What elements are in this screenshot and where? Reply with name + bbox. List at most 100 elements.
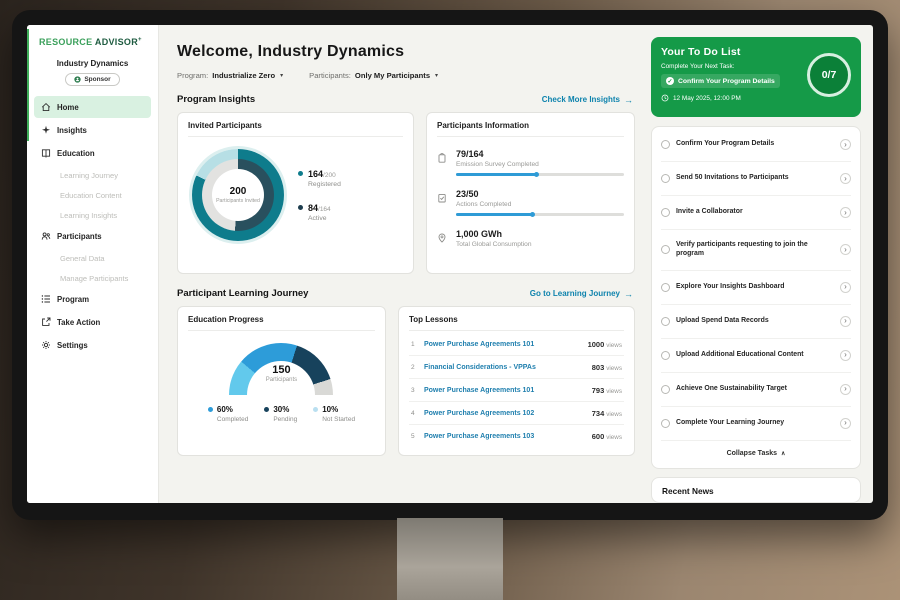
sidebar-item-take-action[interactable]: Take Action xyxy=(34,311,151,333)
task-checkbox[interactable] xyxy=(661,317,670,326)
gauge-center: 150 Participants xyxy=(229,364,333,383)
task-explore-insights[interactable]: Explore Your Insights Dashboard › xyxy=(661,271,851,305)
learning-journey-header: Participant Learning Journey Go to Learn… xyxy=(177,288,633,299)
task-upload-educational-content[interactable]: Upload Additional Educational Content › xyxy=(661,339,851,373)
program-insights-cards: Invited Participants 200 Participants In… xyxy=(177,112,635,274)
lesson-link[interactable]: Financial Considerations - VPPAs xyxy=(424,364,585,371)
chevron-right-icon[interactable]: › xyxy=(840,173,851,184)
participants-icon xyxy=(41,231,51,241)
lesson-row: 4 Power Purchase Agreements 102 734views xyxy=(409,402,624,425)
lesson-link[interactable]: Power Purchase Agreements 103 xyxy=(424,433,585,440)
task-checkbox[interactable] xyxy=(661,140,670,149)
top-lessons-card: Top Lessons 1 Power Purchase Agreements … xyxy=(398,306,635,456)
education-progress-card: Education Progress 150 Participants 60% … xyxy=(177,306,386,456)
light-dot-icon xyxy=(313,407,318,412)
sponsor-icon xyxy=(74,76,81,83)
chevron-down-icon: ▾ xyxy=(435,72,438,79)
task-checkbox[interactable] xyxy=(661,208,670,217)
next-task-button[interactable]: ✓ Confirm Your Program Details xyxy=(661,74,780,88)
brand-logo: RESOURCE ADVISOR+ xyxy=(27,37,158,47)
legend-completed: 60% Completed xyxy=(208,405,248,423)
sidebar-item-general-data[interactable]: General Data xyxy=(34,248,151,268)
arrow-right-icon: → xyxy=(624,95,633,105)
chevron-right-icon[interactable]: › xyxy=(840,139,851,150)
chevron-right-icon[interactable]: › xyxy=(840,282,851,293)
monitor-bezel: RESOURCE ADVISOR+ Industry Dynamics Spon… xyxy=(12,10,888,520)
sidebar-item-settings[interactable]: Settings xyxy=(34,334,151,356)
go-to-learning-journey-link[interactable]: Go to Learning Journey → xyxy=(530,289,633,299)
sidebar-item-learning-journey[interactable]: Learning Journey xyxy=(34,165,151,185)
org-name: Industry Dynamics xyxy=(27,59,158,68)
task-send-invitations[interactable]: Send 50 Invitations to Participants › xyxy=(661,162,851,196)
task-upload-spend-data[interactable]: Upload Spend Data Records › xyxy=(661,305,851,339)
sidebar-item-education[interactable]: Education xyxy=(34,142,151,164)
program-filter[interactable]: Program: Industrialize Zero ▾ xyxy=(177,71,283,80)
insights-icon xyxy=(41,125,51,135)
sidebar-nav: Home Insights Education Learning Journey… xyxy=(27,96,158,357)
collapse-tasks-button[interactable]: Collapse Tasks ∧ xyxy=(661,441,851,467)
lesson-link[interactable]: Power Purchase Agreements 102 xyxy=(424,410,585,417)
chevron-right-icon[interactable]: › xyxy=(840,384,851,395)
lesson-row: 3 Power Purchase Agreements 101 793views xyxy=(409,379,624,402)
teal-dot-icon xyxy=(298,171,303,176)
program-list-icon xyxy=(41,294,51,304)
task-verify-participants[interactable]: Verify participants requesting to join t… xyxy=(661,230,851,271)
learning-journey-cards: Education Progress 150 Participants 60% … xyxy=(177,306,635,456)
lesson-link[interactable]: Power Purchase Agreements 101 xyxy=(424,387,585,394)
chevron-right-icon[interactable]: › xyxy=(840,418,851,429)
chevron-right-icon[interactable]: › xyxy=(840,244,851,255)
chevron-right-icon[interactable]: › xyxy=(840,207,851,218)
legend-registered: 164/200 Registered xyxy=(298,169,341,188)
progress-bar xyxy=(456,213,624,216)
blue-dot-icon xyxy=(208,407,213,412)
program-insights-header: Program Insights Check More Insights → xyxy=(177,94,633,105)
task-checkbox[interactable] xyxy=(661,283,670,292)
chevron-right-icon[interactable]: › xyxy=(840,316,851,327)
sidebar-item-participants[interactable]: Participants xyxy=(34,225,151,247)
task-checkbox[interactable] xyxy=(661,351,670,360)
lesson-link[interactable]: Power Purchase Agreements 101 xyxy=(424,341,581,348)
task-invite-collaborator[interactable]: Invite a Collaborator › xyxy=(661,196,851,230)
sponsor-badge[interactable]: Sponsor xyxy=(65,73,119,86)
task-checkbox[interactable] xyxy=(661,245,670,254)
home-icon xyxy=(41,102,51,112)
page-title: Welcome, Industry Dynamics xyxy=(177,43,635,61)
survey-icon xyxy=(437,149,448,176)
invited-participants-card: Invited Participants 200 Participants In… xyxy=(177,112,414,274)
clock-icon xyxy=(661,94,669,102)
task-checkbox[interactable] xyxy=(661,174,670,183)
dashboard-screen: RESOURCE ADVISOR+ Industry Dynamics Spon… xyxy=(27,25,873,503)
participants-filter[interactable]: Participants: Only My Participants ▾ xyxy=(309,71,438,80)
task-confirm-program[interactable]: Confirm Your Program Details › xyxy=(661,128,851,162)
filters-row: Program: Industrialize Zero ▾ Participan… xyxy=(177,71,635,80)
sidebar-item-education-content[interactable]: Education Content xyxy=(34,185,151,205)
lesson-row: 2 Financial Considerations - VPPAs 803vi… xyxy=(409,356,624,379)
tasks-list-card: Confirm Your Program Details › Send 50 I… xyxy=(651,126,861,469)
sidebar-item-manage-participants[interactable]: Manage Participants xyxy=(34,268,151,288)
check-more-insights-link[interactable]: Check More Insights → xyxy=(542,95,633,105)
sidebar-item-learning-insights[interactable]: Learning Insights xyxy=(34,205,151,225)
sidebar-accent-strip xyxy=(27,29,29,141)
task-checkbox[interactable] xyxy=(661,419,670,428)
progress-bar xyxy=(456,173,624,176)
checklist-icon xyxy=(437,189,448,216)
sidebar-item-insights[interactable]: Insights xyxy=(34,119,151,141)
task-complete-learning-journey[interactable]: Complete Your Learning Journey › xyxy=(661,407,851,441)
task-achieve-target[interactable]: Achieve One Sustainability Target › xyxy=(661,373,851,407)
take-action-icon xyxy=(41,317,51,327)
monitor-stand xyxy=(397,518,503,600)
location-pin-icon xyxy=(437,229,448,253)
sidebar-item-program[interactable]: Program xyxy=(34,288,151,310)
navy-dot-icon xyxy=(298,205,303,210)
main-content: Welcome, Industry Dynamics Program: Indu… xyxy=(159,25,649,503)
gear-icon xyxy=(41,340,51,350)
chevron-right-icon[interactable]: › xyxy=(840,350,851,361)
legend-not-started: 10% Not Started xyxy=(313,405,355,423)
sidebar-item-home[interactable]: Home xyxy=(34,96,151,118)
chevron-up-icon: ∧ xyxy=(781,450,785,457)
actions-completed-row: 23/50 Actions Completed xyxy=(437,189,624,216)
check-icon: ✓ xyxy=(666,77,674,85)
arrow-right-icon: → xyxy=(624,289,633,299)
task-checkbox[interactable] xyxy=(661,385,670,394)
lesson-row: 1 Power Purchase Agreements 101 1000view… xyxy=(409,333,624,356)
